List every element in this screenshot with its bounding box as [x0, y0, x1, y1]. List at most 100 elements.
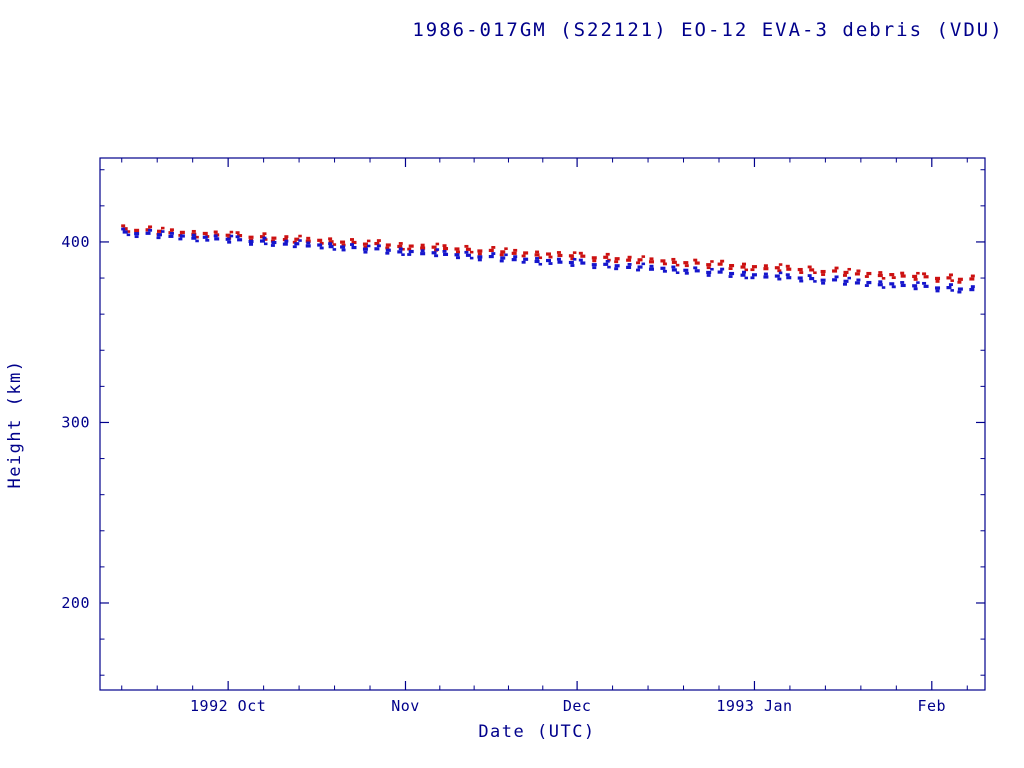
data-point-marker [717, 270, 723, 274]
data-point-marker [671, 265, 676, 269]
data-point-marker [160, 230, 165, 233]
data-point-marker [742, 262, 747, 266]
data-point-marker [319, 241, 324, 245]
y-tick-labels: 200 300 400 [61, 233, 90, 612]
data-point-marker [548, 262, 553, 265]
data-point-marker [813, 271, 817, 275]
data-point-marker [443, 247, 449, 251]
data-point-marker [614, 257, 620, 261]
data-point-marker [249, 243, 254, 246]
data-point-marker [134, 228, 140, 232]
data-point-marker [864, 284, 869, 287]
y-tick-label: 300 [61, 413, 90, 431]
data-point-marker [627, 255, 632, 259]
data-point-marker [546, 252, 552, 256]
data-point-marker [922, 281, 927, 285]
data-point-marker [878, 280, 883, 284]
data-point-marker [213, 234, 218, 238]
data-point-marker [271, 240, 277, 245]
data-point-marker [500, 256, 506, 260]
data-point-marker [557, 260, 563, 264]
data-point-marker [912, 284, 918, 288]
data-point-marker [341, 248, 346, 252]
data-point-marker [328, 237, 333, 241]
data-point-marker [950, 289, 954, 292]
data-point-marker [750, 276, 755, 280]
data-point-marker [774, 266, 780, 270]
data-point-marker [305, 244, 311, 248]
data-point-marker [948, 283, 953, 287]
data-point-marker [592, 266, 597, 270]
data-point-marker [627, 262, 632, 266]
data-point-marker [298, 234, 302, 238]
data-point-marker [332, 243, 337, 246]
data-point-marker [778, 263, 783, 266]
data-point-marker [923, 284, 929, 288]
data-point-marker [950, 279, 954, 282]
data-point-marker [548, 255, 553, 259]
data-point-marker [946, 286, 952, 290]
data-point-marker [477, 255, 483, 259]
data-point-marker [317, 243, 323, 247]
data-point-marker [535, 257, 540, 260]
data-point-marker [282, 242, 288, 246]
data-point-marker [649, 257, 654, 261]
data-point-marker [832, 269, 838, 273]
data-point-marker [750, 268, 755, 272]
data-point-marker [294, 237, 300, 241]
data-point-marker [454, 247, 460, 251]
data-point-marker [605, 252, 610, 256]
data-point-marker [145, 231, 151, 235]
data-point-marker [605, 259, 610, 263]
data-point-marker [191, 229, 196, 233]
data-point-marker [259, 239, 265, 243]
data-point-marker [306, 236, 311, 240]
data-point-marker [431, 251, 437, 255]
data-point-marker [847, 276, 851, 280]
data-point-marker [513, 248, 518, 252]
data-point-marker [671, 257, 676, 261]
data-point-marker [499, 259, 504, 263]
data-point-marker [751, 265, 757, 269]
data-point-marker [913, 278, 918, 281]
data-point-marker [374, 241, 380, 246]
data-point-marker [408, 244, 414, 248]
data-point-marker [603, 262, 609, 266]
data-point-marker [420, 246, 426, 250]
data-point-marker [636, 268, 641, 272]
data-point-marker [809, 268, 815, 272]
data-point-marker [178, 237, 183, 241]
data-point-marker [156, 229, 162, 233]
data-point-marker [213, 230, 218, 234]
data-point-marker [777, 277, 782, 281]
data-point-marker [341, 243, 346, 247]
data-point-marker [648, 267, 654, 271]
data-point-marker [491, 252, 496, 255]
data-point-marker [922, 272, 927, 276]
data-point-marker [751, 273, 757, 277]
data-point-marker [511, 251, 517, 255]
data-point-marker [842, 282, 847, 286]
data-point-marker [362, 242, 368, 246]
data-point-marker [121, 224, 126, 228]
data-point-marker [328, 242, 333, 246]
data-point-marker [317, 238, 323, 242]
data-point-marker [376, 244, 381, 248]
data-point-marker [156, 233, 162, 237]
data-point-marker [263, 242, 268, 246]
data-point-marker [763, 264, 768, 268]
data-point-marker [534, 259, 540, 264]
data-point-marker [710, 260, 714, 263]
data-point-marker [491, 246, 496, 249]
data-point-marker [729, 263, 735, 268]
data-point-marker [580, 261, 586, 265]
data-point-marker [662, 262, 667, 266]
data-point-marker [649, 264, 654, 268]
data-point-marker [675, 263, 680, 267]
data-point-marker [797, 267, 803, 272]
data-point-marker [248, 235, 254, 239]
data-point-marker [891, 285, 896, 289]
data-point-marker [340, 240, 346, 244]
data-point-marker [641, 255, 646, 258]
data-point-marker [740, 273, 746, 277]
